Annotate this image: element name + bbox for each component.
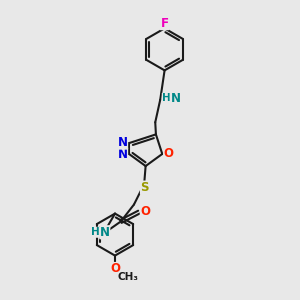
Text: CH₃: CH₃ xyxy=(117,272,138,282)
Text: N: N xyxy=(170,92,180,105)
Text: O: O xyxy=(164,147,174,160)
Text: O: O xyxy=(140,205,150,218)
Text: N: N xyxy=(118,136,128,149)
Text: O: O xyxy=(110,262,120,275)
Text: S: S xyxy=(140,181,149,194)
Text: N: N xyxy=(100,226,110,239)
Text: N: N xyxy=(118,148,128,161)
Text: F: F xyxy=(160,16,169,30)
Text: H: H xyxy=(162,93,171,103)
Text: H: H xyxy=(91,227,100,237)
